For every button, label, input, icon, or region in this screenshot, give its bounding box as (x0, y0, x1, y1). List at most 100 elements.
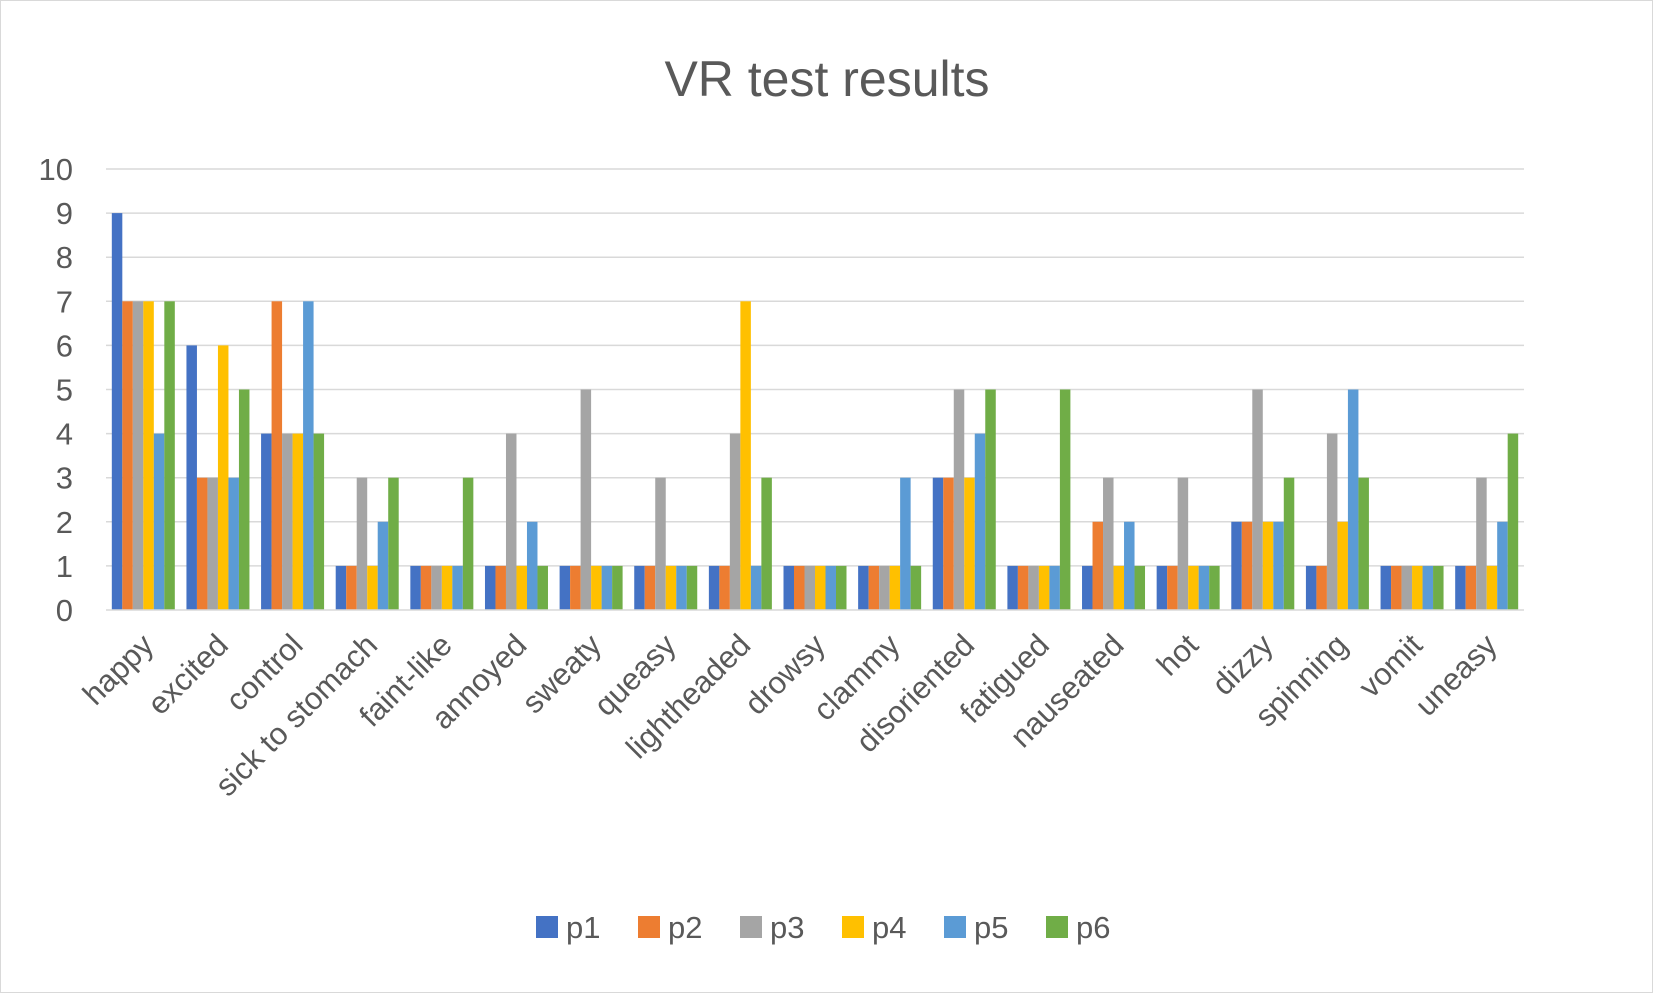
bar-p1 (1380, 565, 1392, 610)
bar-p2 (794, 565, 805, 610)
y-tick-label: 2 (56, 505, 73, 540)
y-tick-label: 8 (56, 240, 73, 275)
bar-p5 (452, 565, 463, 610)
bar-p3 (729, 433, 741, 610)
bar-p3 (1326, 433, 1338, 610)
bar-p3 (879, 565, 890, 610)
bar-p6 (1209, 565, 1220, 610)
bar-p2 (196, 477, 208, 610)
bar-p6 (462, 477, 474, 610)
bar-p1 (858, 565, 869, 610)
y-tick-label: 9 (56, 196, 73, 231)
bar-p4 (1262, 521, 1274, 610)
x-tick-label: excited (141, 627, 235, 721)
bar-p3 (804, 565, 815, 610)
legend: p1 p2 p3 p4 p5 p6 (536, 910, 1110, 945)
bar-p6 (388, 477, 399, 610)
bar-p5 (825, 565, 836, 610)
bar-p1 (559, 565, 571, 610)
bar-p5 (750, 565, 762, 610)
bar-p3 (1401, 565, 1413, 610)
bar-p1 (1156, 565, 1168, 610)
bar-p1 (932, 477, 944, 610)
bar-p4 (441, 565, 453, 610)
legend-swatch-p3 (740, 916, 762, 938)
bar-p3 (207, 477, 218, 610)
bar-p3 (1028, 565, 1039, 610)
bar-p6 (537, 565, 548, 610)
bar-p2 (1167, 565, 1178, 610)
bar-p1 (634, 565, 645, 610)
bar-p4 (889, 565, 901, 610)
legend-label-p6: p6 (1076, 910, 1110, 945)
bar-p5 (1422, 565, 1434, 610)
bar-p5 (377, 521, 389, 610)
chart-title: VR test results (664, 51, 989, 107)
bar-p2 (868, 565, 880, 610)
legend-label-p4: p4 (872, 910, 906, 945)
y-tick-label: 4 (56, 417, 73, 452)
bar-p2 (943, 477, 954, 610)
bar-p5 (900, 477, 911, 610)
y-tick-label: 0 (56, 593, 73, 628)
bar-p5 (1273, 521, 1284, 610)
bar-p5 (526, 521, 538, 610)
bar-p6 (1358, 477, 1369, 610)
bar-p2 (495, 565, 506, 610)
y-tick-label: 7 (56, 284, 73, 319)
x-tick-label: hot (1150, 627, 1205, 682)
bar-p5 (303, 301, 314, 610)
bar-p1 (1231, 521, 1242, 610)
gridlines (106, 168, 1524, 567)
legend-label-p1: p1 (566, 910, 600, 945)
bar-p6 (1507, 433, 1519, 610)
bar-p1 (1082, 565, 1093, 610)
bar-p4 (367, 565, 378, 610)
bar-p6 (313, 433, 325, 610)
bar-p4 (1113, 565, 1125, 610)
bar-p3 (1103, 477, 1114, 610)
bar-p1 (335, 565, 347, 610)
bar-p6 (238, 389, 250, 610)
bar-p2 (1092, 521, 1104, 610)
bar-p5 (153, 433, 165, 610)
bar-p1 (1305, 565, 1317, 610)
y-tick-label: 3 (56, 461, 73, 496)
bar-p5 (1497, 521, 1508, 610)
bar-p3 (132, 301, 144, 610)
bar-p4 (740, 301, 751, 610)
y-tick-label: 1 (56, 549, 73, 584)
bar-p1 (708, 565, 720, 610)
bar-p2 (346, 565, 357, 610)
y-tick-label: 10 (39, 152, 73, 187)
bar-p1 (186, 345, 197, 610)
bar-p2 (1391, 565, 1402, 610)
bar-p2 (1316, 565, 1327, 610)
bar-p4 (964, 477, 975, 610)
bar-p2 (122, 301, 133, 610)
bar-p5 (974, 433, 986, 610)
bar-p3 (655, 477, 666, 610)
bar-p6 (1433, 565, 1444, 610)
bar-p1 (261, 433, 272, 610)
legend-label-p2: p2 (668, 910, 702, 945)
bar-p5 (1198, 565, 1210, 610)
y-axis-ticks: 0 1 2 3 4 5 6 7 8 9 10 (39, 152, 73, 628)
bar-p6 (1059, 389, 1071, 610)
bar-p3 (1252, 389, 1263, 610)
bar-p6 (836, 565, 847, 610)
bar-p5 (1347, 389, 1359, 610)
bar-p4 (1486, 565, 1498, 610)
bar-p6 (164, 301, 175, 610)
y-tick-label: 5 (56, 373, 73, 408)
legend-swatch-p4 (842, 916, 864, 938)
legend-label-p3: p3 (770, 910, 804, 945)
bar-p5 (1049, 565, 1060, 610)
y-tick-label: 6 (56, 328, 73, 363)
bar-p6 (985, 389, 996, 610)
bar-p4 (815, 565, 826, 610)
bar-p2 (420, 565, 432, 610)
bar-p4 (1337, 521, 1348, 610)
bar-p3 (356, 477, 368, 610)
